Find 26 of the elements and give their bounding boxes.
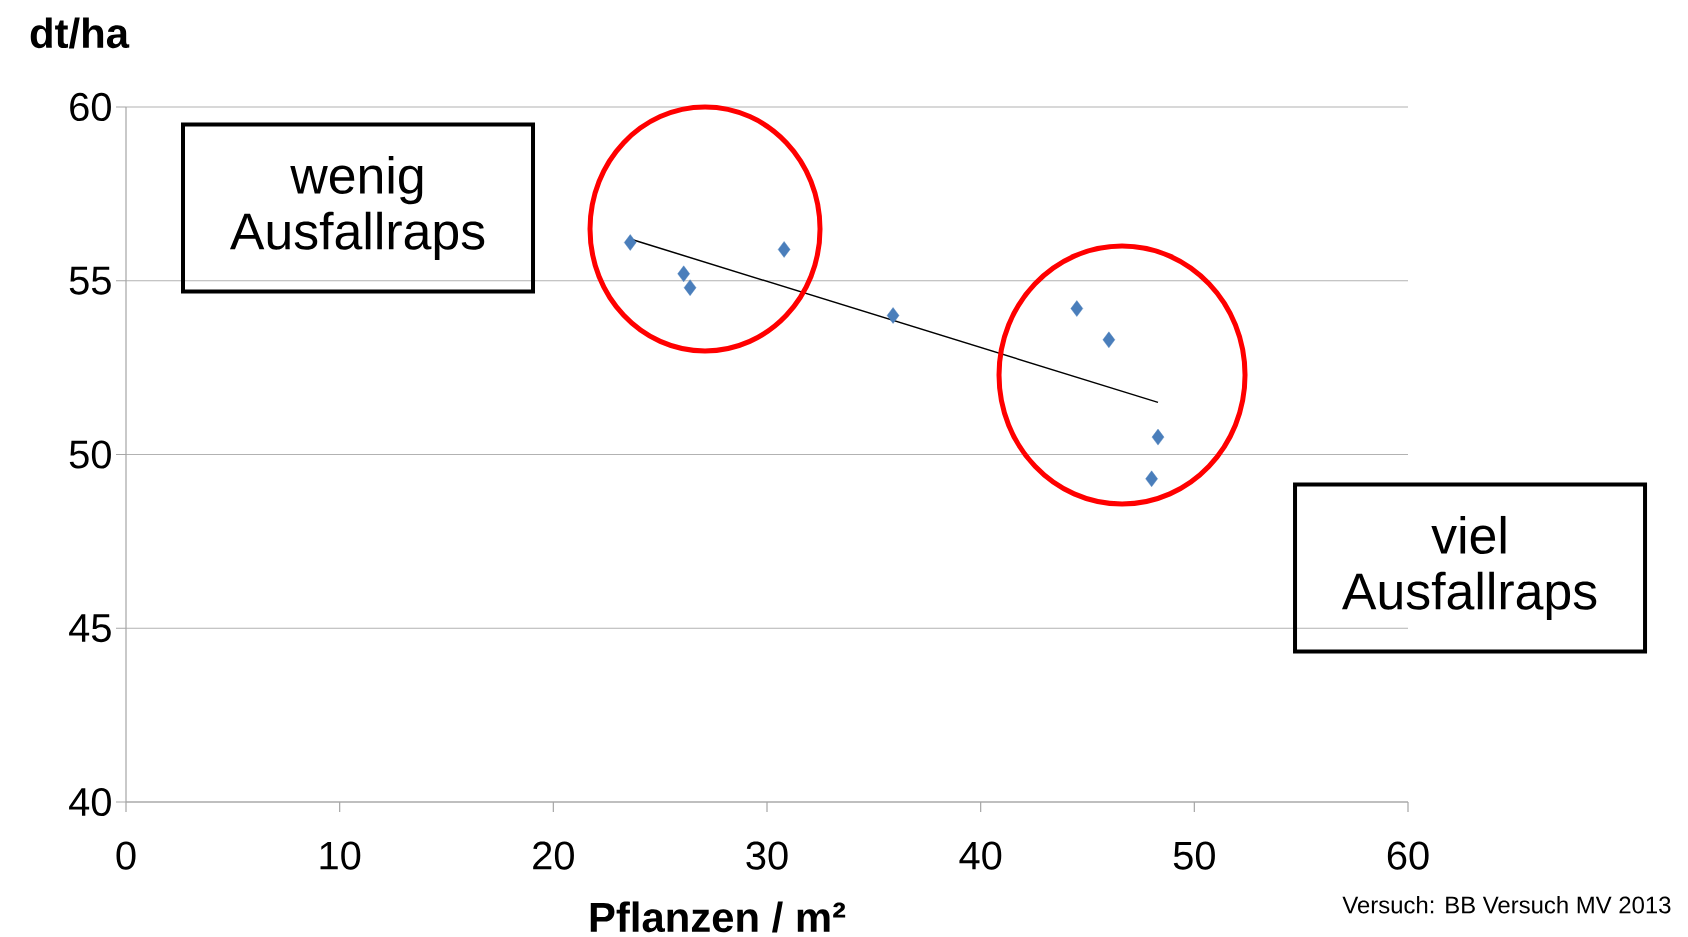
y-tick-label: 55: [69, 266, 111, 295]
point: [677, 265, 690, 282]
x-tick-label: 60: [1387, 841, 1429, 870]
x-tick-label: 0: [116, 841, 136, 870]
point: [683, 279, 697, 296]
point: [777, 241, 791, 258]
x-tick-label: 10: [320, 841, 361, 870]
point: [1102, 331, 1116, 349]
annotation: viel Ausfallraps: [1341, 515, 1597, 621]
text: Versuch: BB Versuch MV 2013: [1342, 895, 1671, 914]
point: [1070, 300, 1084, 317]
x-tick-label: 50: [1173, 841, 1215, 870]
annotation: wenig Ausfallraps: [229, 155, 485, 261]
x-tick-label: 40: [959, 841, 1002, 870]
point: [624, 234, 637, 251]
x-axis-title: Pflanzen / m²: [590, 901, 846, 933]
x-tick-label: 20: [533, 841, 574, 870]
y-axis-title: dt/ha: [30, 17, 130, 49]
point: [886, 307, 900, 324]
y-tick-label: 45: [69, 614, 111, 643]
y-tick-label: 60: [70, 92, 111, 122]
point: [1145, 470, 1158, 488]
point: [1151, 428, 1165, 446]
y-tick-label: 40: [69, 787, 111, 817]
y-tick-label: 50: [69, 440, 111, 469]
x-tick-label: 30: [746, 841, 788, 870]
